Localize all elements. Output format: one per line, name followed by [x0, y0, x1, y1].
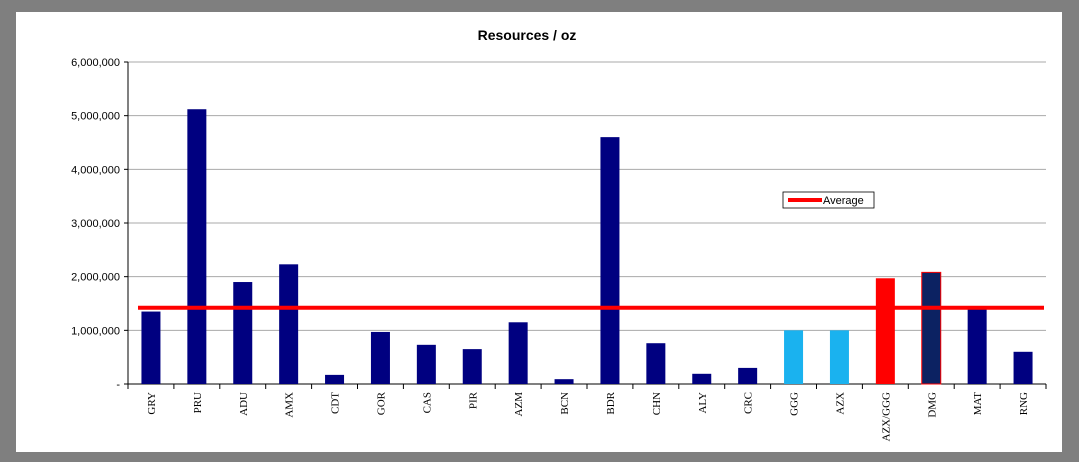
legend-label: Average: [823, 195, 864, 207]
y-tick-label: 6,000,000: [71, 57, 120, 69]
y-tick-label: 5,000,000: [71, 111, 120, 123]
bar: [784, 330, 804, 384]
bar: [1013, 351, 1033, 384]
bar: [187, 109, 207, 384]
x-tick-label: AZX/GGG: [880, 392, 892, 442]
x-tick-label: AZM: [513, 392, 525, 417]
x-tick-label: CDT: [330, 392, 342, 414]
bar: [646, 343, 666, 384]
bar: [600, 137, 620, 384]
bar: [967, 308, 987, 384]
bar: [141, 311, 161, 384]
bar: [233, 282, 253, 384]
bar: [692, 373, 712, 384]
bar: [325, 374, 345, 384]
y-tick-label: 3,000,000: [71, 218, 120, 230]
bar: [829, 330, 849, 384]
x-tick-label: MAT: [972, 392, 984, 416]
x-tick-label: PIR: [467, 391, 479, 409]
x-tick-label: AZX: [834, 392, 846, 415]
x-tick-label: GGG: [789, 392, 801, 416]
x-tick-label: RNG: [1018, 392, 1030, 415]
y-tick-label: 2,000,000: [71, 272, 120, 284]
x-tick-label: CRC: [743, 392, 755, 414]
bar: [554, 379, 574, 384]
x-tick-label: GRY: [146, 392, 158, 415]
y-tick-label: 1,000,000: [71, 325, 120, 337]
x-tick-label: PRU: [192, 392, 204, 413]
x-tick-label: BDR: [605, 391, 617, 414]
x-tick-label: BCN: [559, 392, 571, 415]
x-tick-label: ADU: [238, 392, 250, 416]
x-tick-label: AMX: [284, 392, 296, 418]
x-tick-label: CAS: [421, 392, 433, 413]
y-tick-label: 4,000,000: [71, 164, 120, 176]
chart-title: Resources / oz: [478, 27, 577, 43]
bar: [921, 271, 942, 385]
x-tick-label: GOR: [375, 391, 387, 415]
y-tick-label: -: [116, 379, 120, 391]
bar: [508, 322, 528, 384]
bar: [370, 331, 390, 384]
bar: [416, 344, 436, 384]
legend-box: [782, 191, 875, 209]
bar: [462, 349, 482, 384]
x-tick-label: DMG: [926, 392, 938, 418]
bar: [875, 278, 895, 384]
x-tick-label: CHN: [651, 392, 663, 415]
x-tick-label: ALY: [697, 392, 709, 414]
chart-area: [16, 12, 1062, 452]
bar: [279, 264, 299, 384]
bar: [738, 367, 758, 384]
